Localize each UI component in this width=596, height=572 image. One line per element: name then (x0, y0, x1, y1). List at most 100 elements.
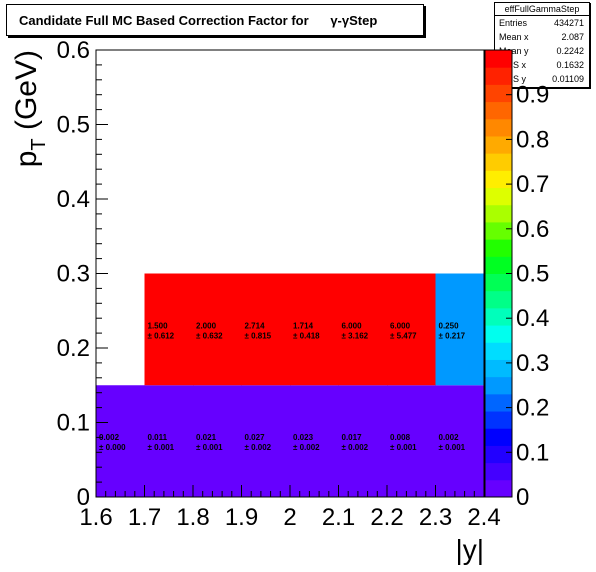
x-tick-label: 1.8 (176, 504, 209, 531)
cell-error-label: ± 0.002 (293, 443, 320, 452)
cell-error-label: ± 0.002 (245, 443, 272, 452)
palette-tick-label: 0.5 (516, 261, 549, 288)
cell-value-label: 1.500 (148, 321, 169, 330)
cell-error-label: ± 0.001 (148, 443, 175, 452)
cell-value-label: 0.011 (148, 433, 168, 442)
stats-value: 0.1632 (556, 60, 584, 70)
stats-row-mean-y: Mean y 0.2242 (495, 44, 589, 58)
palette-segment (485, 118, 512, 137)
stats-value: 0.01109 (552, 74, 584, 84)
chart-title: Candidate Full MC Based Correction Facto… (19, 13, 378, 28)
cell-error-label: ± 0.632 (196, 331, 223, 340)
heatmap-cell (193, 385, 242, 497)
palette-tick-label: 0.9 (516, 82, 549, 109)
palette-segment (485, 170, 512, 189)
palette-segment (485, 84, 512, 103)
palette-tick-label: 0.1 (516, 439, 549, 466)
heatmap-cell (290, 385, 339, 497)
x-tick-label: 2.3 (419, 504, 452, 531)
heatmap-cell (338, 385, 388, 497)
y-tick-label: 0.2 (57, 335, 90, 362)
palette-segment (485, 376, 512, 395)
palette-segment (485, 359, 512, 378)
chart-title-box: Candidate Full MC Based Correction Facto… (6, 4, 424, 36)
cell-value-label: 0.021 (196, 433, 217, 442)
palette-segment (485, 462, 512, 481)
heatmap-cell (96, 385, 145, 497)
heatmap-cell (435, 273, 485, 386)
cell-error-label: ± 0.612 (148, 331, 175, 340)
palette-segment (485, 290, 512, 309)
heatmap-cell (144, 385, 194, 497)
cell-error-label: ± 0.000 (99, 443, 126, 452)
palette-segment (485, 239, 512, 257)
palette-segment (485, 153, 512, 171)
x-tick-label: 1.9 (225, 504, 258, 531)
x-axis-label: |y| (455, 534, 484, 565)
palette-segment (485, 325, 512, 343)
palette-segment (485, 342, 512, 360)
y-axis-label: pT (GeV) (10, 50, 50, 167)
palette-tick-label: 0.2 (516, 395, 549, 422)
palette-tick-label: 0.4 (516, 305, 549, 332)
heatmap-cell (435, 385, 485, 497)
y-tick-label: 0.4 (57, 186, 90, 213)
cell-value-label: 0.027 (245, 433, 266, 442)
stats-label: Entries (499, 18, 528, 28)
cell-value-label: 0.250 (439, 321, 460, 330)
heatmap-cell (241, 273, 291, 386)
palette-segment (485, 135, 512, 154)
cell-value-label: 0.008 (390, 433, 411, 442)
cell-value-label: 2.000 (196, 321, 217, 330)
palette-segment (485, 187, 512, 206)
y-tick-label: 0.6 (57, 37, 90, 64)
palette-tick-label: 0.3 (516, 350, 549, 377)
stats-value: 0.2242 (556, 46, 584, 56)
cell-error-label: ± 0.815 (245, 331, 272, 340)
palette-segment (485, 479, 512, 498)
cell-value-label: 0.002 (99, 433, 120, 442)
heatmap-cell (144, 273, 194, 386)
palette-segment (485, 204, 512, 223)
x-tick-label: 2.1 (322, 504, 355, 531)
stats-label: Mean y (499, 46, 529, 56)
cell-error-label: ± 0.002 (342, 443, 369, 452)
cell-error-label: ± 0.001 (439, 443, 466, 452)
palette-tick-label: 0.8 (516, 126, 549, 153)
palette-segment (485, 50, 512, 68)
palette-segment (485, 393, 512, 412)
color-palette: 0 0.1 0.2 0.3 0.4 0.5 0.6 0.7 0.8 0.9 (484, 49, 549, 511)
y-axis-label-rest: (GeV) (10, 50, 43, 138)
palette-segment (485, 67, 512, 85)
palette-segment (485, 445, 512, 464)
palette-segment (485, 273, 512, 292)
palette-segment (485, 221, 512, 240)
stats-value: 434271 (553, 18, 584, 28)
y-tick-label: 0.5 (57, 112, 90, 139)
x-tick-label: 2 (283, 504, 296, 531)
cell-error-label: ± 0.001 (196, 443, 223, 452)
x-tick-label: 2.4 (467, 504, 500, 531)
heatmap-cell (387, 385, 436, 497)
cell-error-label: ± 3.162 (342, 331, 369, 340)
palette-segment (485, 428, 512, 446)
palette-segment (485, 101, 512, 120)
heatmap-cell (387, 273, 436, 386)
x-tick-label: 1.7 (128, 504, 161, 531)
palette-segment (485, 256, 512, 274)
cell-error-label: ± 0.217 (439, 331, 466, 340)
cell-error-label: ± 0.001 (390, 443, 417, 452)
palette-tick-label: 0.6 (516, 216, 549, 243)
stats-row-mean-x: Mean x 2.087 (495, 30, 589, 44)
x-tick-label: 2.2 (370, 504, 403, 531)
x-tick-label: 1.6 (79, 504, 112, 531)
palette-segment (485, 307, 512, 326)
heatmap-cell (241, 385, 291, 497)
stats-name: effFullGammaStep (495, 3, 589, 16)
cell-value-label: 1.714 (293, 321, 314, 330)
cell-error-label: ± 5.477 (390, 331, 417, 340)
palette-segment (485, 411, 512, 429)
stats-label: Mean x (499, 32, 529, 42)
